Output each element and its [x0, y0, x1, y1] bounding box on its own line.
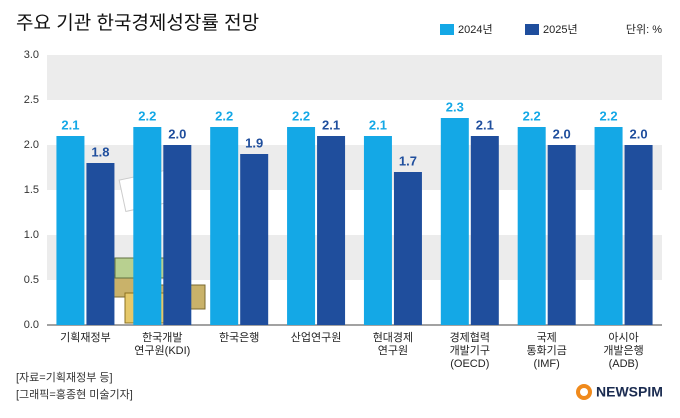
source: [자료=기획재정부 등] [16, 371, 113, 384]
x-tick-label: 한국은행 [218, 332, 260, 344]
y-tick-label: 0.5 [24, 274, 39, 286]
x-tick-label: 산업연구원 [290, 332, 342, 344]
x-tick-label: 기획재정부 [60, 332, 111, 344]
bar [240, 154, 269, 325]
legend-swatch [525, 24, 539, 35]
value-label: 2.0 [168, 126, 186, 141]
credit: [그래픽=홍종현 미술기자] [16, 387, 133, 401]
bar [133, 127, 162, 325]
bar [56, 136, 85, 325]
bar [287, 127, 316, 325]
value-label: 2.1 [476, 117, 494, 132]
value-label: 2.2 [138, 108, 156, 123]
chart-title: 주요 기관 한국경제성장률 전망 [16, 12, 259, 34]
value-label: 1.9 [245, 135, 263, 150]
value-label: 2.0 [553, 126, 571, 141]
y-tick-label: 1.0 [24, 229, 39, 241]
value-label: 2.2 [215, 108, 233, 123]
bar [163, 145, 192, 325]
bar [517, 127, 546, 325]
legend-label: 2025년 [543, 23, 578, 36]
unit: 단위: % [626, 23, 662, 36]
value-label: 1.8 [91, 144, 109, 159]
bar [210, 127, 239, 325]
bar [363, 136, 392, 325]
y-tick-label: 3.0 [24, 49, 39, 61]
value-label: 2.0 [630, 126, 648, 141]
y-tick-label: 1.5 [24, 184, 39, 196]
legend-label: 2024년 [458, 23, 493, 36]
value-label: 2.2 [600, 108, 618, 123]
bar [440, 118, 469, 325]
value-label: 2.1 [369, 117, 387, 132]
legend-swatch [440, 24, 454, 35]
logo-icon [580, 388, 588, 396]
y-tick-label: 0.0 [24, 319, 39, 331]
x-tick-label: 현대경제 연구원 [372, 332, 414, 357]
x-tick-label: 아시아 개발은행 (ADB) [603, 332, 644, 370]
x-tick-label: 한국개발 연구원(KDI) [134, 332, 191, 357]
bar [470, 136, 499, 325]
bar [547, 145, 576, 325]
value-label: 2.2 [292, 108, 310, 123]
value-label: 2.2 [523, 108, 541, 123]
bar [624, 145, 653, 325]
bar [393, 172, 422, 325]
value-label: 2.1 [322, 117, 340, 132]
y-tick-label: 2.5 [24, 94, 39, 106]
value-label: 1.7 [399, 153, 417, 168]
bar [317, 136, 346, 325]
x-tick-label: 국제 통화기금 (IMF) [526, 332, 567, 370]
logo: NEWSPIM [596, 384, 663, 400]
bar [86, 163, 115, 325]
value-label: 2.1 [61, 117, 79, 132]
value-label: 2.3 [446, 99, 464, 114]
y-tick-label: 2.0 [24, 139, 39, 151]
grid-band [47, 55, 662, 100]
bar [594, 127, 623, 325]
x-tick-label: 경제협력 개발기구 (OECD) [449, 332, 491, 370]
